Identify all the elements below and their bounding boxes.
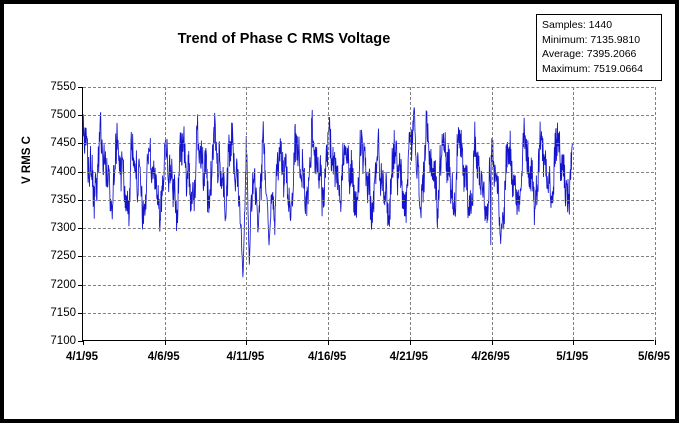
x-axis-tick-label: 4/16/95 (307, 351, 347, 363)
gridline-vertical (164, 87, 166, 340)
gridline-horizontal (83, 87, 654, 88)
gridline-horizontal (83, 115, 654, 117)
gridline-vertical (409, 87, 411, 340)
stat-samples: Samples: 1440 (542, 19, 613, 31)
x-axis-tick (655, 340, 656, 345)
y-axis-tick-label: 7200 (50, 278, 76, 291)
y-axis-tick (78, 87, 83, 88)
y-axis-tick-labels: 7100 7150 7200 7250 7300 7350 7400 7450 7500 7550 (30, 81, 76, 347)
x-axis-tick-label: 4/26/95 (471, 351, 510, 363)
stat-minimum: Minimum: 7135.9810 (542, 33, 641, 46)
stat-average: Average: 7395.2066 (542, 48, 637, 60)
y-axis-tick (78, 341, 83, 342)
y-axis-tick-label: 7500 (50, 109, 76, 122)
x-axis-tick (491, 340, 493, 345)
gridline-horizontal (83, 312, 654, 314)
series-path (83, 107, 572, 277)
gridline-vertical (328, 87, 330, 340)
gridline-vertical (573, 87, 575, 340)
x-axis-tick (573, 340, 575, 345)
x-axis-tick-label: 4/11/95 (226, 351, 265, 363)
x-axis-tick-label: 5/1/95 (556, 351, 589, 363)
data-series-line (83, 87, 654, 340)
gridline-vertical (491, 87, 493, 340)
gridline-horizontal (83, 171, 654, 173)
statistics-legend-box: Samples: 1440 Minimum: 7135.9810 Average… (536, 14, 662, 81)
gridline-horizontal (83, 256, 654, 258)
stat-maximum: Maximum: 7519.0664 (542, 62, 643, 75)
x-axis-tick (328, 340, 330, 345)
x-axis-tick (246, 340, 248, 345)
y-axis-tick-label: 7400 (50, 165, 76, 178)
gridline-vertical (655, 87, 656, 340)
x-axis-tick (164, 340, 166, 345)
page-title: Trend of Phase C RMS Voltage (177, 31, 391, 47)
x-axis-tick-label: 4/6/95 (147, 351, 180, 363)
gridline-horizontal (83, 199, 654, 201)
y-axis-tick (78, 312, 83, 314)
y-axis-tick-label: 7550 (50, 81, 76, 93)
gridline-horizontal (83, 284, 654, 286)
y-axis-tick (78, 256, 83, 258)
x-axis-tick-label: 4/21/95 (389, 351, 429, 363)
x-axis-tick-label: 5/6/95 (638, 351, 670, 363)
gridline-horizontal (83, 228, 654, 230)
y-axis-tick (78, 115, 83, 117)
y-axis-tick-label: 7100 (50, 335, 76, 347)
y-axis-tick-label: 7450 (50, 137, 76, 150)
plot-area (78, 87, 656, 345)
x-axis-tick-labels: 4/1/95 4/6/95 4/11/95 4/16/95 4/21/95 4/26/95… (66, 351, 670, 369)
y-axis-tick-label: 7250 (50, 250, 76, 263)
y-axis-tick (78, 143, 83, 145)
x-axis-tick-label: 4/1/95 (66, 351, 98, 363)
y-axis-tick-label: 7350 (50, 193, 76, 206)
y-axis-tick (78, 199, 83, 201)
gridline-vertical (246, 87, 248, 340)
x-axis-tick (83, 340, 84, 345)
y-axis-tick-label: 7150 (50, 306, 76, 319)
x-axis-tick (409, 340, 411, 345)
y-axis-tick (78, 171, 83, 173)
gridline-horizontal (83, 143, 654, 145)
y-axis-tick-label: 7300 (50, 222, 76, 235)
y-axis-tick (78, 284, 83, 286)
y-axis-tick (78, 228, 83, 230)
